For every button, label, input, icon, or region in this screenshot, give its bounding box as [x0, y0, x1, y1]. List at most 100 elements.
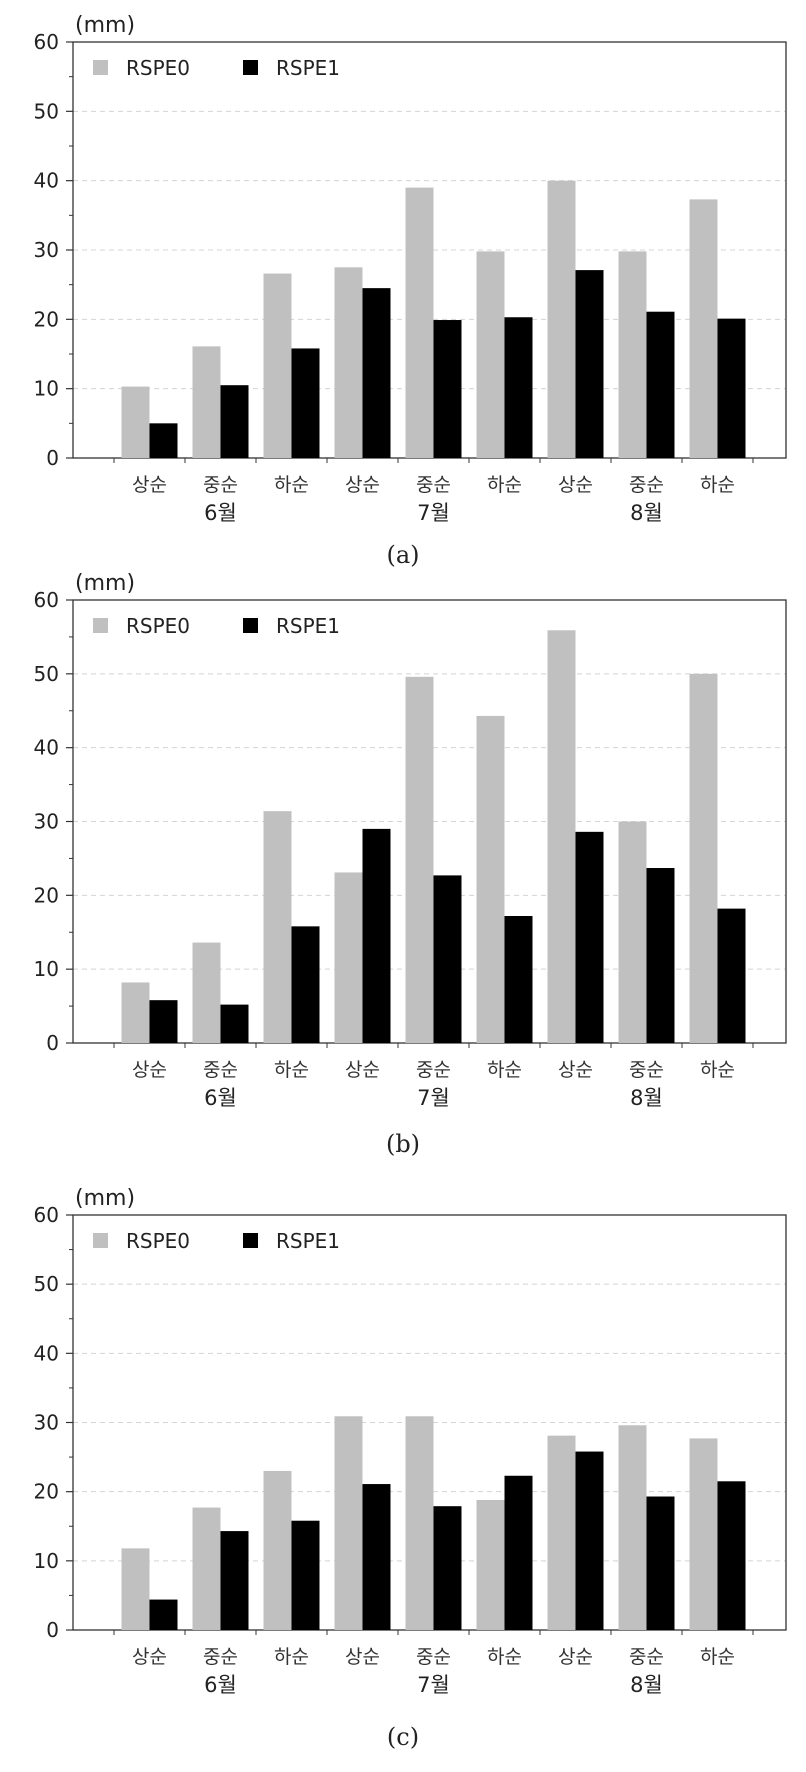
- x-tick-label: 상순: [558, 1646, 593, 1668]
- x-tick-label: 상순: [345, 1059, 380, 1081]
- legend: RSPE0 RSPE1: [93, 56, 340, 80]
- bar-rspe0: [263, 811, 292, 1043]
- y-tick-label: 20: [34, 883, 59, 907]
- bar-rspe0: [334, 872, 363, 1043]
- bar-rspe1: [433, 875, 462, 1043]
- x-tick-label: 상순: [558, 474, 593, 496]
- y-tick-label: 30: [34, 810, 59, 834]
- x-tick-label: 중순: [629, 1059, 664, 1081]
- x-tick-label: 하순: [487, 474, 522, 496]
- unit-label: (mm): [75, 571, 135, 596]
- legend-swatch-rspe1: [243, 60, 258, 75]
- legend-label: RSPE1: [276, 614, 340, 638]
- legend-swatch-rspe0: [93, 1233, 108, 1248]
- bar-rspe1: [575, 831, 604, 1043]
- legend-swatch-rspe0: [93, 60, 108, 75]
- x-tick-label: 상순: [558, 1059, 593, 1081]
- month-label: 8월: [630, 1086, 663, 1110]
- y-tick-label: 20: [34, 307, 59, 331]
- x-tick-label: 중순: [416, 1646, 451, 1668]
- legend-label: RSPE1: [276, 56, 340, 80]
- x-tick-label: 상순: [345, 1646, 380, 1668]
- legend-label: RSPE0: [126, 56, 190, 80]
- bar-rspe1: [220, 1004, 249, 1043]
- unit-label: (mm): [75, 1186, 135, 1211]
- panel-label: (a): [386, 541, 419, 569]
- bar-rspe0: [121, 386, 150, 458]
- bar-rspe0: [192, 942, 221, 1043]
- bar-rspe0: [121, 1548, 150, 1630]
- x-tick-label: 하순: [700, 474, 735, 496]
- month-label: 6월: [204, 1673, 237, 1697]
- bar-rspe1: [504, 317, 533, 458]
- x-tick-label: 상순: [132, 1646, 167, 1668]
- bar-rspe0: [476, 251, 505, 458]
- bar-rspe1: [717, 318, 746, 458]
- y-tick-label: 0: [46, 1031, 59, 1055]
- legend-label: RSPE0: [126, 614, 190, 638]
- bar-rspe1: [646, 868, 675, 1043]
- x-tick-label: 하순: [274, 474, 309, 496]
- bar-rspe1: [717, 908, 746, 1043]
- y-tick-label: 60: [34, 30, 59, 54]
- x-tick-label: 하순: [274, 1646, 309, 1668]
- bar-rspe1: [433, 320, 462, 458]
- chart-panel-0: 0 10 20 30 40 50 60 (mm) 상순 중순 하순 상순 중순 하순 상순 중순 하순 6월 7월 8…: [34, 13, 787, 569]
- bar-rspe0: [476, 1499, 505, 1630]
- bar-rspe1: [504, 1475, 533, 1630]
- bar-rspe0: [405, 187, 434, 458]
- bar-rspe1: [149, 1000, 178, 1043]
- bar-rspe1: [575, 270, 604, 458]
- bar-rspe0: [334, 267, 363, 458]
- bar-rspe1: [362, 1484, 391, 1630]
- bar-rspe0: [618, 821, 647, 1043]
- legend-swatch-rspe1: [243, 1233, 258, 1248]
- unit-label: (mm): [75, 13, 135, 38]
- legend-swatch-rspe0: [93, 618, 108, 633]
- y-tick-label: 50: [34, 99, 59, 123]
- bar-rspe0: [192, 1507, 221, 1630]
- bar-rspe0: [547, 1435, 576, 1630]
- bar-rspe0: [192, 346, 221, 458]
- month-label: 6월: [204, 1086, 237, 1110]
- bar-rspe1: [646, 311, 675, 458]
- bar-rspe0: [618, 1425, 647, 1630]
- x-tick-label: 상순: [132, 1059, 167, 1081]
- x-tick-label: 중순: [629, 1646, 664, 1668]
- bar-rspe1: [433, 1506, 462, 1630]
- bar-rspe0: [121, 982, 150, 1043]
- bar-rspe1: [362, 828, 391, 1043]
- x-tick-label: 하순: [487, 1059, 522, 1081]
- x-tick-label: 중순: [416, 1059, 451, 1081]
- legend-label: RSPE0: [126, 1229, 190, 1253]
- panel-label: (b): [386, 1130, 420, 1158]
- month-label: 7월: [417, 501, 450, 525]
- y-tick-label: 10: [34, 1549, 59, 1573]
- month-label: 6월: [204, 501, 237, 525]
- y-tick-label: 40: [34, 1341, 59, 1365]
- bar-rspe0: [689, 1438, 718, 1630]
- y-tick-label: 10: [34, 377, 59, 401]
- bar-rspe1: [362, 288, 391, 458]
- y-tick-label: 0: [46, 446, 59, 470]
- x-tick-label: 중순: [416, 474, 451, 496]
- bar-rspe0: [547, 180, 576, 458]
- y-tick-label: 50: [34, 662, 59, 686]
- bar-rspe1: [220, 385, 249, 458]
- chart-panel-2: 0 10 20 30 40 50 60 (mm) 상순 중순 하순 상순 중순 하순 상순 중순 하순 6월 7월 8…: [34, 1186, 787, 1751]
- y-tick-label: 20: [34, 1480, 59, 1504]
- x-tick-label: 중순: [203, 1059, 238, 1081]
- bar-rspe1: [291, 926, 320, 1043]
- x-tick-label: 중순: [629, 474, 664, 496]
- y-tick-label: 30: [34, 1411, 59, 1435]
- bar-rspe0: [405, 1416, 434, 1630]
- bar-rspe1: [149, 423, 178, 458]
- x-tick-label: 중순: [203, 1646, 238, 1668]
- bar-rspe1: [291, 348, 320, 458]
- panel-label: (c): [387, 1723, 419, 1751]
- bar-rspe1: [149, 1599, 178, 1630]
- legend: RSPE0 RSPE1: [93, 1229, 340, 1253]
- x-tick-label: 하순: [700, 1059, 735, 1081]
- month-label: 8월: [630, 501, 663, 525]
